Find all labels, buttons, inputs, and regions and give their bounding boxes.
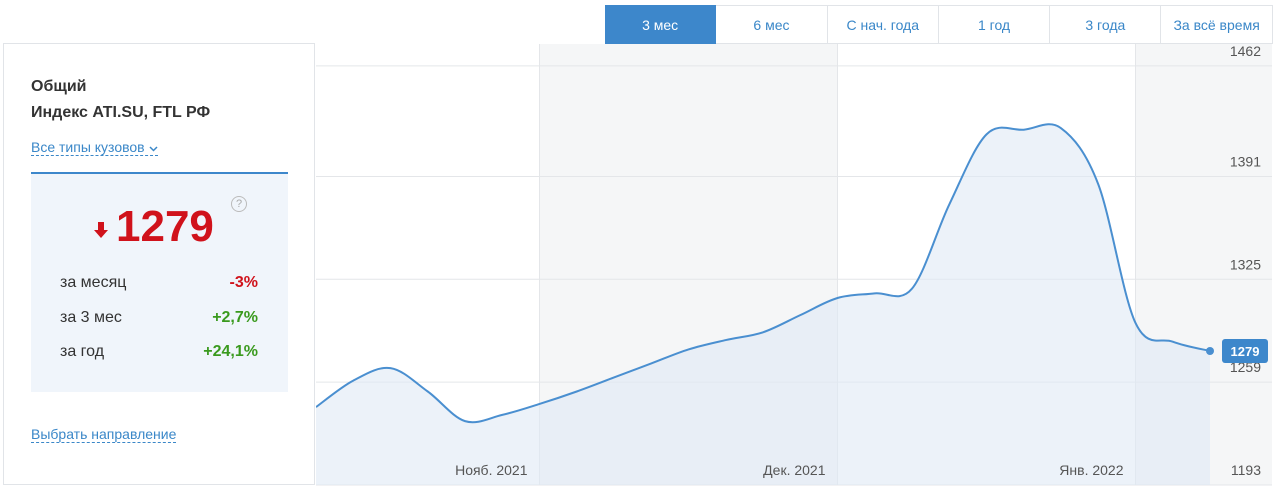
period-tabs: 3 мес 6 мес С нач. года 1 год 3 года За … [605,5,1273,44]
direction-link[interactable]: Выбрать направление [31,426,177,443]
panel-subtitle: Индекс ATI.SU, FTL РФ [31,104,211,121]
filter-link[interactable]: Все типы кузовов [31,139,158,156]
y-tick-label: 1325 [1230,256,1261,272]
x-tick-label: Дек. 2021 [763,462,826,478]
stat-label: за 3 мес [60,309,122,326]
stat-row: за 3 мес +2,7% [60,309,258,327]
down-arrow [94,222,108,238]
index-panel: Общий Индекс ATI.SU, FTL РФ Все типы куз… [3,43,315,485]
tab[interactable]: 6 мес [716,5,828,44]
tab[interactable]: За всё время [1161,5,1273,44]
value-badge-label: 1279 [1231,344,1260,359]
current-value: 1279 [116,202,214,251]
chevron [148,146,158,152]
filter-text[interactable]: Все типы кузовов [31,139,145,155]
tab[interactable]: 3 мес [605,5,717,44]
stat-row: за год +24,1% [60,343,258,361]
help-icon[interactable]: ? [231,196,247,212]
y-tick-label: 1259 [1230,359,1261,375]
area-fill [316,124,1210,485]
stat-value: +24,1% [203,343,258,360]
stat-row: за месяц -3% [60,274,258,292]
value-badge [1222,338,1268,363]
chart: 1193 1259 1325 1391 1462 1279 Нояб. 2021 Дек. 2… [316,44,1272,486]
line [316,123,1211,424]
tab[interactable]: С нач. года [827,5,939,44]
last-point [1206,346,1214,355]
y-tick-label: 1391 [1230,153,1261,169]
x-tick-label: Нояб. 2021 [455,462,528,478]
tab[interactable]: 1 год [938,5,1051,44]
stat-label: за месяц [60,274,127,291]
stat-value: -3% [229,274,258,291]
stat-label: за год [60,343,105,360]
y-tick-label: 1193 [1231,462,1261,478]
x-tick-label: Янв. 2022 [1059,462,1123,478]
stat-value: +2,7% [212,309,258,326]
y-tick-label: 1462 [1230,44,1261,59]
panel-title: Общий [31,78,87,95]
tab[interactable]: 3 года [1050,5,1162,44]
value-box: 1279 ? за месяц -3% за 3 мес +2,7% за год +… [31,172,288,392]
